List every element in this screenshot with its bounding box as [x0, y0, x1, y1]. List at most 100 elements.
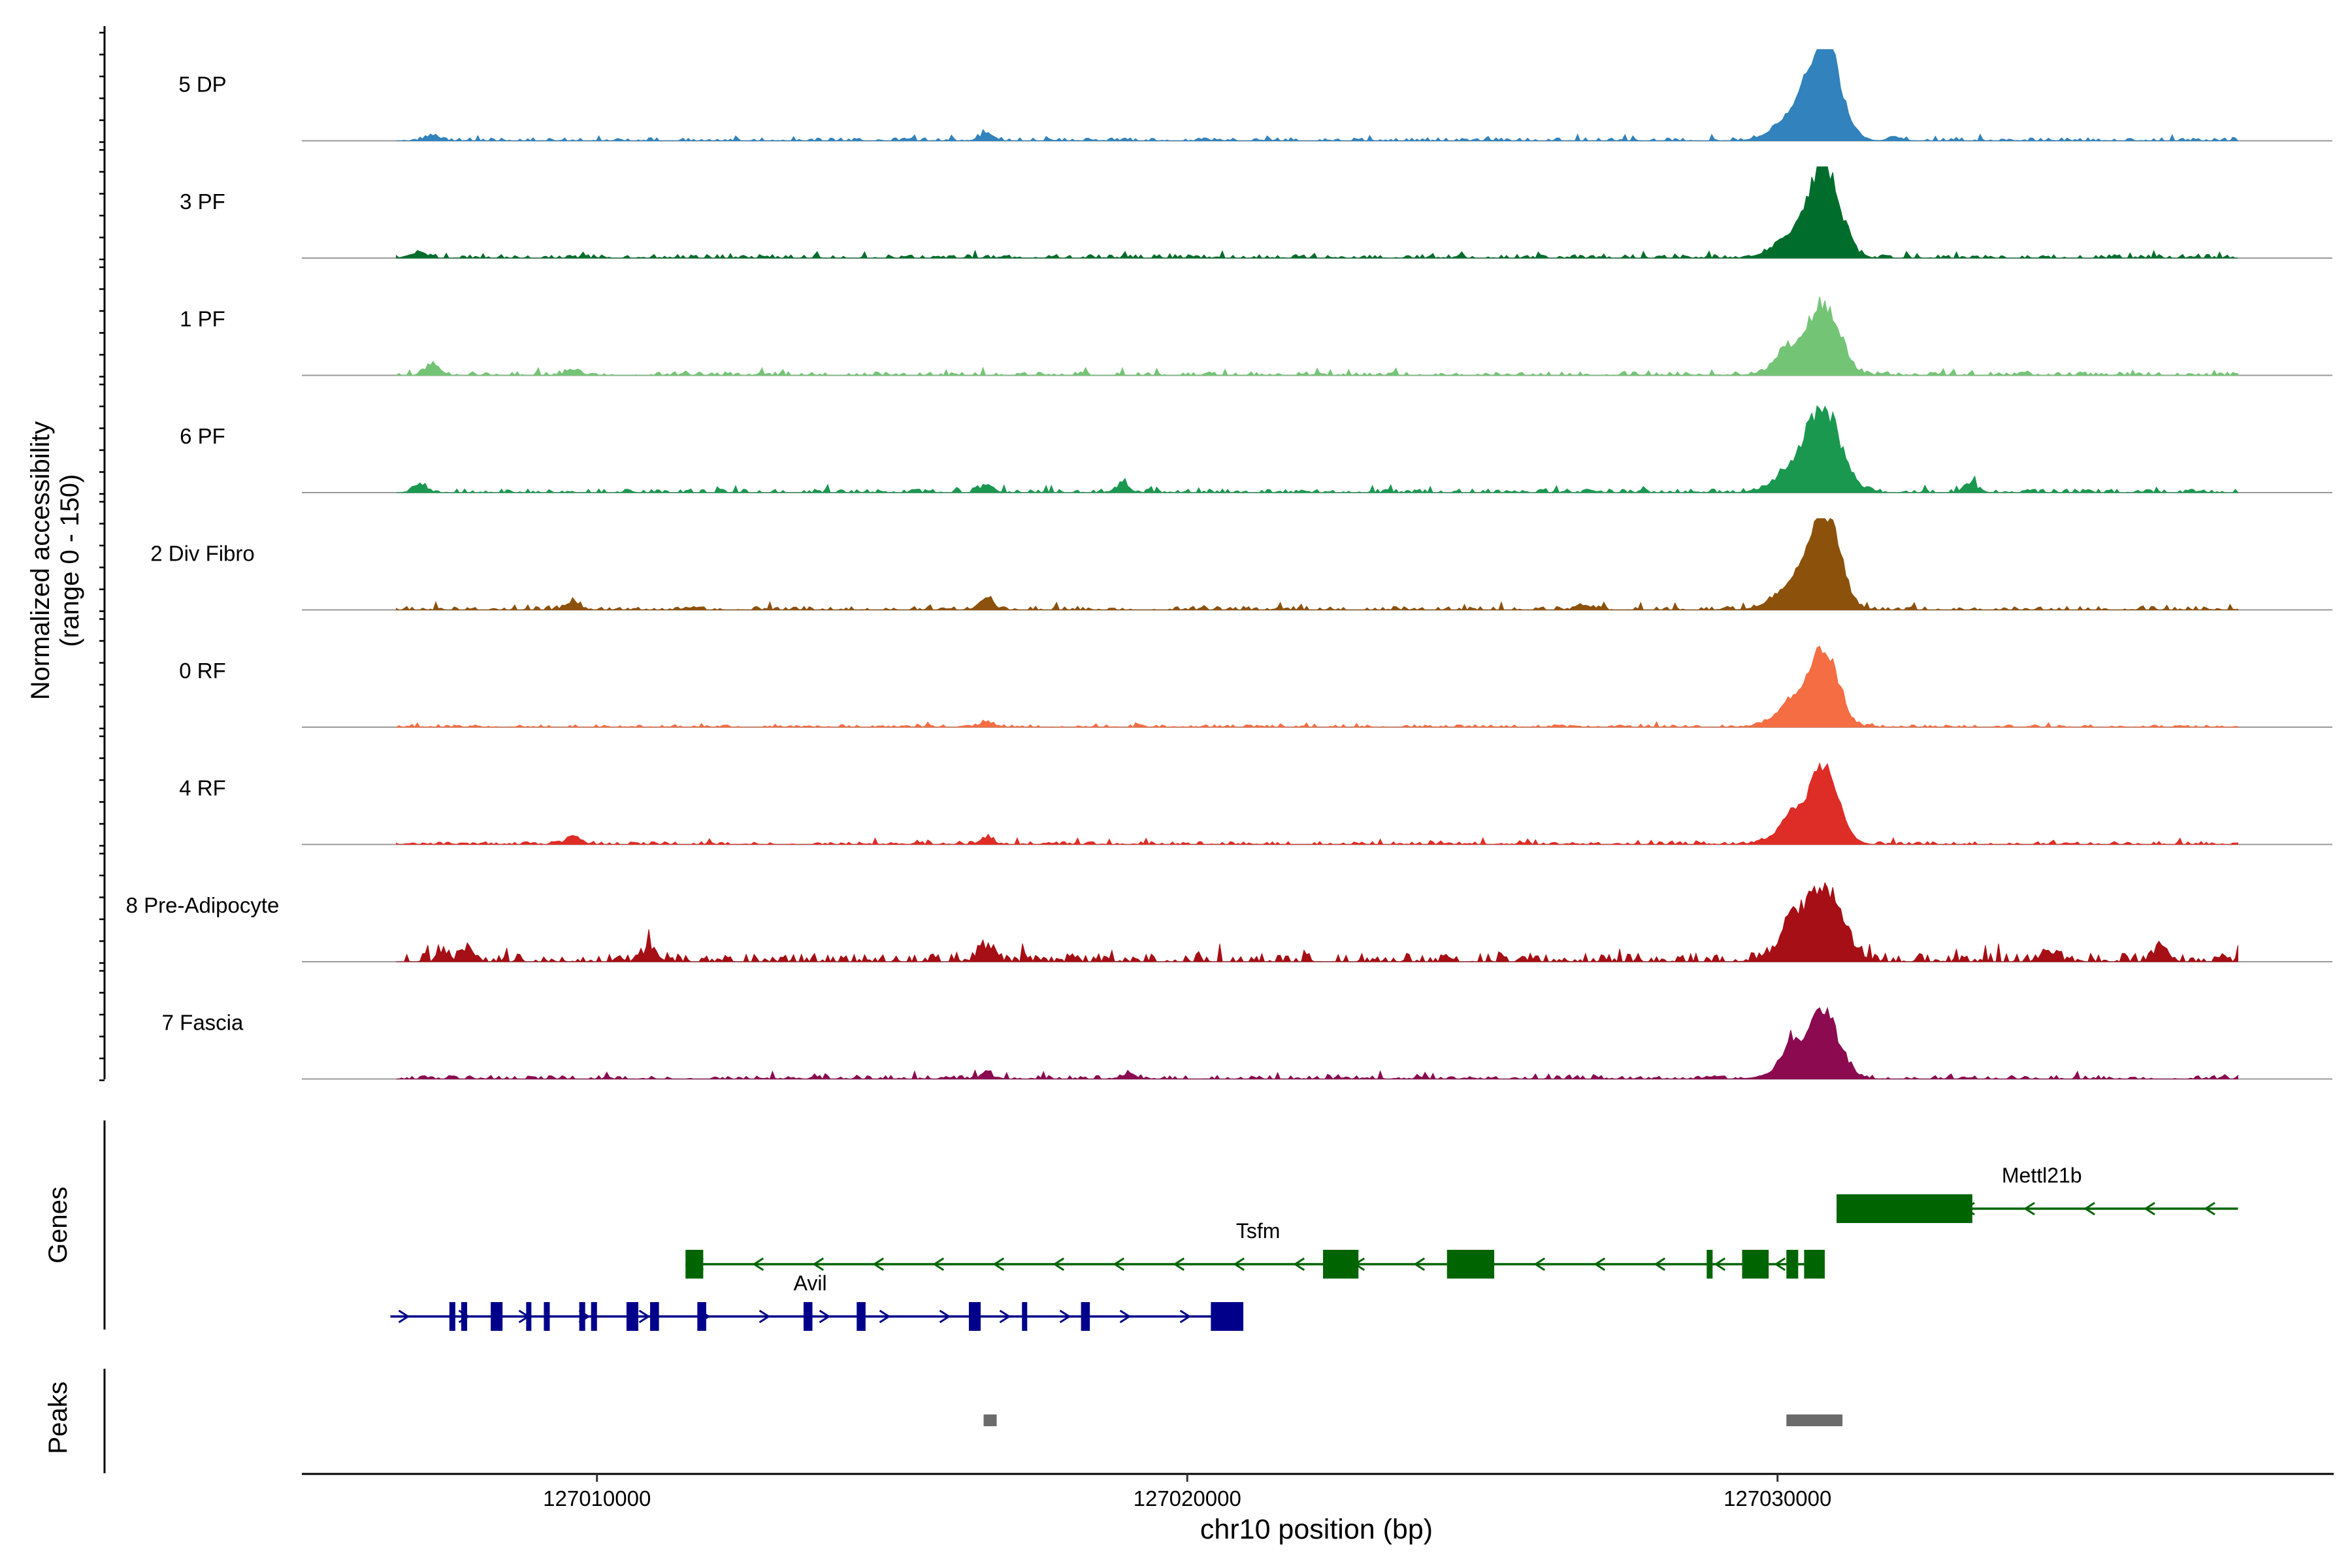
gene-avil: Avil	[390, 1271, 1244, 1331]
gene-exon	[1804, 1250, 1825, 1279]
strand-arrow	[2204, 1201, 2215, 1216]
gene-exon	[591, 1302, 597, 1331]
coverage-area	[396, 166, 2238, 259]
gene-exon	[968, 1302, 981, 1331]
peak-region-2	[1786, 1414, 1843, 1426]
x-axis: 127010000 127020000 127030000	[302, 1473, 2334, 1511]
gene-exon	[449, 1302, 455, 1331]
gene-tsfm: Tsfm	[685, 1219, 1825, 1279]
strand-arrow	[1113, 1257, 1125, 1271]
coverage-track-6-pf: 6 PF	[180, 404, 2332, 494]
strand-arrow	[932, 1257, 945, 1271]
strand-arrow	[1593, 1257, 1606, 1271]
gene-mettl21b: Mettl21b	[1837, 1164, 2238, 1223]
coverage-area	[396, 881, 2238, 963]
track-label: 7 Fascia	[162, 1011, 244, 1035]
strand-arrow	[1233, 1257, 1245, 1271]
track-label: 0 RF	[179, 659, 226, 683]
coverage-track-3-pf: 3 PF	[180, 166, 2332, 259]
x-axis-title: chr10 position (bp)	[1200, 1514, 1433, 1545]
strand-arrow	[1293, 1257, 1305, 1271]
gene-exon	[1837, 1194, 1972, 1223]
strand-arrow	[759, 1309, 771, 1324]
strand-arrow	[2083, 1201, 2095, 1216]
strand-arrow	[1053, 1257, 1065, 1271]
coverage-area	[396, 49, 2238, 142]
gene-exon	[461, 1302, 467, 1331]
strand-arrow	[812, 1257, 825, 1271]
coverage-track-4-rf: 4 RF	[179, 762, 2332, 845]
coverage-area	[396, 1006, 2238, 1080]
coverage-tracks: 5 DP 3 PF 1 PF 6 PF 2 Div Fibro 0 RF 4 RF 8 Pre…	[99, 26, 2332, 1081]
coverage-area	[395, 645, 2238, 728]
x-tick-label: 127020000	[1134, 1486, 1241, 1511]
track-label: 4 RF	[179, 776, 226, 800]
coverage-track-7-fascia: 7 Fascia	[162, 1006, 2332, 1080]
strand-arrow	[1173, 1257, 1185, 1271]
track-label: 5 DP	[178, 73, 226, 97]
gene-exon	[803, 1302, 813, 1331]
strand-arrow	[992, 1257, 1005, 1271]
strand-arrow	[1533, 1257, 1546, 1271]
coverage-track-2-div-fibro: 2 Div Fibro	[150, 518, 2332, 611]
x-tick-label: 127010000	[543, 1486, 651, 1511]
peaks-track	[103, 1369, 1843, 1473]
strand-arrow	[398, 1309, 410, 1324]
gene-exon	[685, 1250, 704, 1279]
y-axis-label-line2: (range 0 - 150)	[56, 474, 84, 647]
strand-arrow	[1714, 1257, 1726, 1271]
track-label: 6 PF	[180, 424, 225, 448]
peak-region-1	[983, 1414, 997, 1426]
strand-arrow	[999, 1309, 1011, 1324]
track-label: 1 PF	[180, 307, 225, 331]
coverage-track-5-dp: 5 DP	[178, 49, 2332, 142]
gene-exon	[1786, 1250, 1799, 1279]
strand-arrow	[2144, 1201, 2155, 1216]
gene-exon	[526, 1302, 532, 1331]
gene-exon	[544, 1302, 550, 1331]
strand-arrow	[879, 1309, 891, 1324]
strand-arrow	[1654, 1257, 1666, 1271]
gene-exon	[650, 1302, 659, 1331]
x-tick-label: 127030000	[1723, 1486, 1831, 1511]
strand-arrow	[2023, 1201, 2035, 1216]
strand-arrow	[939, 1309, 951, 1324]
gene-label: Tsfm	[1236, 1219, 1281, 1243]
track-label: 3 PF	[180, 189, 225, 214]
coverage-track-1-pf: 1 PF	[180, 296, 2332, 376]
y-axis-label-line1: Normalized accessibility	[26, 421, 55, 700]
track-label: 2 Div Fibro	[150, 542, 255, 566]
coverage-area	[396, 518, 2238, 611]
strand-arrow	[1059, 1309, 1071, 1324]
gene-exon	[1211, 1302, 1244, 1331]
strand-arrow	[1413, 1257, 1426, 1271]
gene-annotation-track: Mettl21b Tsfm Avil	[103, 1120, 2238, 1331]
gene-exon	[1446, 1250, 1495, 1279]
coverage-area	[396, 404, 2238, 494]
gene-exon	[1323, 1250, 1359, 1279]
strand-arrow	[819, 1309, 831, 1324]
strand-arrow	[1119, 1309, 1132, 1324]
strand-arrow	[752, 1257, 764, 1271]
gene-exon	[697, 1302, 706, 1331]
strand-arrow	[1179, 1309, 1192, 1324]
genes-track-label: Genes	[44, 1186, 73, 1264]
peaks-track-label: Peaks	[44, 1381, 73, 1454]
gene-exon	[491, 1302, 503, 1331]
coverage-area	[395, 296, 2238, 376]
strand-arrow	[872, 1257, 885, 1271]
gene-exon	[857, 1302, 866, 1331]
gene-exon	[579, 1302, 585, 1331]
gene-exon	[1707, 1250, 1713, 1279]
coverage-track-0-rf: 0 RF	[179, 645, 2332, 728]
gene-exon	[1081, 1302, 1090, 1331]
gene-exon	[626, 1302, 638, 1331]
coverage-area	[396, 762, 2238, 845]
strand-arrow	[638, 1309, 651, 1324]
gene-label: Mettl21b	[2002, 1164, 2082, 1187]
track-label: 8 Pre-Adipocyte	[126, 893, 280, 917]
coverage-track-8-pre-adipocyte: 8 Pre-Adipocyte	[126, 881, 2332, 963]
gene-label: Avil	[794, 1271, 827, 1295]
gene-exon	[1742, 1250, 1769, 1279]
